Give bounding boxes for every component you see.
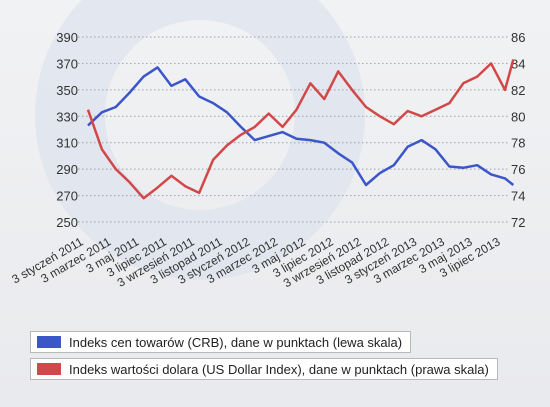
left-tick-label: 250 <box>56 215 78 230</box>
left-tick-label: 310 <box>56 136 78 151</box>
grid-lines <box>78 36 510 223</box>
legend-swatch-usd <box>37 363 61 375</box>
left-tick-label: 270 <box>56 189 78 204</box>
series-line-crb <box>87 66 515 187</box>
right-tick-label: 80 <box>511 109 525 124</box>
series-line-usd <box>86 59 515 200</box>
left-tick-label: 390 <box>56 30 78 45</box>
right-tick-label: 72 <box>511 215 525 230</box>
right-tick-label: 78 <box>511 136 525 151</box>
right-tick-label: 82 <box>511 83 525 98</box>
legend-label-crb: Indeks cen towarów (CRB), dane w punktac… <box>69 334 403 350</box>
watermark-ring <box>35 0 365 280</box>
series-lines <box>86 59 515 200</box>
left-axis-ticks: 250 270 290 310 330 350 370 390 <box>56 30 78 230</box>
right-tick-label: 76 <box>511 162 525 177</box>
right-tick-label: 74 <box>511 189 525 204</box>
legend-item-usd: Indeks wartości dolara (US Dollar Index)… <box>30 358 498 380</box>
right-tick-label: 86 <box>511 30 525 45</box>
legend-label-usd: Indeks wartości dolara (US Dollar Index)… <box>69 361 489 377</box>
legend-item-crb: Indeks cen towarów (CRB), dane w punktac… <box>30 331 412 353</box>
background-watermark <box>35 0 365 280</box>
right-axis-ticks: 72 74 76 78 80 82 84 86 <box>511 30 525 230</box>
left-tick-label: 330 <box>56 109 78 124</box>
left-tick-label: 290 <box>56 162 78 177</box>
legend-swatch-crb <box>37 336 61 348</box>
line-chart: 250 270 290 310 330 350 370 390 72 74 76 78 80 82 84 8… <box>9 0 525 290</box>
left-tick-label: 350 <box>56 83 78 98</box>
left-tick-label: 370 <box>56 56 78 71</box>
right-tick-label: 84 <box>511 56 525 71</box>
